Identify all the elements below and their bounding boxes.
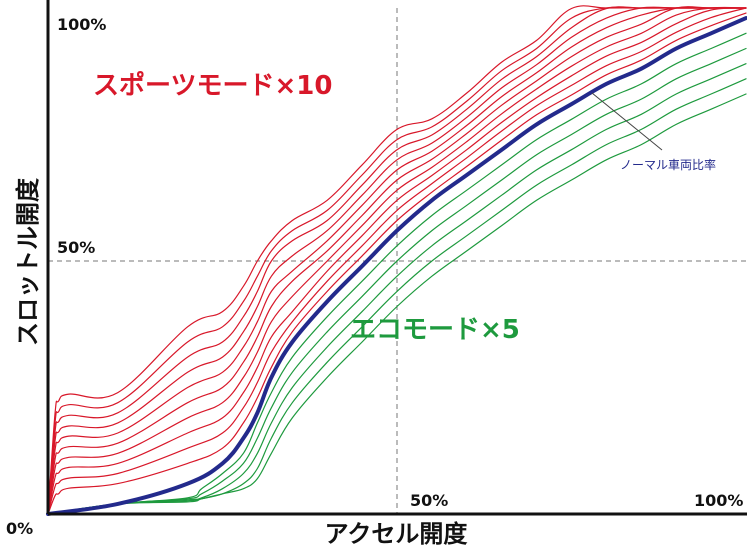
x-tick-50: 50% — [410, 491, 448, 510]
sport-curve-1 — [47, 12, 747, 515]
eco-curve-5 — [47, 93, 747, 515]
sport-curve-10 — [47, 5, 747, 515]
sport-mode-label: スポーツモード×10 — [93, 70, 332, 101]
eco-curve-3 — [47, 63, 747, 515]
y-axis-title: スロットル開度 — [14, 177, 42, 346]
sport-curve-6 — [47, 6, 747, 515]
sport-curve-4 — [47, 6, 747, 515]
sport-curve-7 — [47, 6, 747, 515]
eco-curve-1 — [47, 32, 747, 515]
y-tick-100: 100% — [57, 15, 106, 34]
x-tick-0: 0% — [6, 519, 33, 538]
eco-curve-2 — [47, 47, 747, 515]
x-axis-title: アクセル開度 — [325, 520, 469, 548]
sport-curve-3 — [47, 7, 747, 515]
curve-layer — [46, 5, 747, 516]
sport-curve-2 — [47, 7, 747, 515]
axis-layer — [46, 0, 747, 516]
y-tick-50: 50% — [57, 238, 95, 257]
normal-curve — [46, 16, 747, 516]
normal-label-leader — [591, 92, 663, 151]
sport-curve-5 — [47, 6, 747, 515]
x-tick-100: 100% — [694, 491, 743, 510]
normal-ratio-label: ノーマル車両比率 — [620, 157, 716, 172]
eco-mode-label: エコモード×5 — [350, 315, 520, 345]
